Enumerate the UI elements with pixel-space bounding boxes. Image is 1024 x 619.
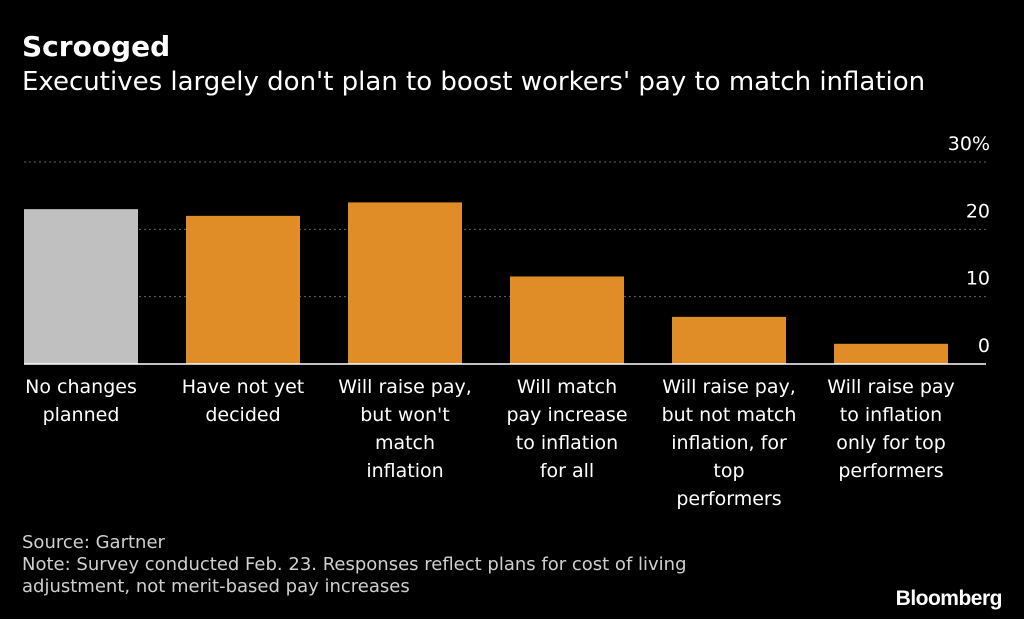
source-note: Source: Gartner — [22, 532, 165, 553]
category-label-4: Will match pay increase to inflation for al… — [506, 376, 627, 482]
survey-note-line-2: adjustment, not merit-based pay increase… — [22, 576, 410, 597]
bar-4 — [510, 276, 624, 364]
category-label-5: Will raise pay, but not match inflation, f… — [662, 376, 797, 510]
y-tick-label-30: 30% — [948, 133, 990, 155]
y-tick-label-10: 10 — [966, 268, 990, 290]
bar-2 — [186, 215, 300, 364]
category-label-2: Have not yet decided — [182, 376, 304, 426]
chart-subtitle: Executives largely don't plan to boost w… — [22, 67, 926, 97]
bar-6 — [834, 343, 948, 364]
y-tick-label-20: 20 — [966, 200, 990, 222]
chart-title: Scrooged — [22, 30, 171, 63]
bar-3 — [348, 202, 462, 364]
category-label-1: No changes planned — [25, 376, 137, 426]
bar-1 — [24, 209, 138, 364]
y-tick-label-0: 0 — [978, 335, 990, 357]
bar-5 — [672, 316, 786, 364]
chart-footer: Source: Gartner Note: Survey conducted F… — [22, 532, 842, 598]
bloomberg-logo: Bloomberg — [895, 587, 1003, 610]
survey-note-line-1: Note: Survey conducted Feb. 23. Response… — [22, 554, 687, 575]
category-label-6: Will raise pay to inflation only for top pe… — [827, 376, 955, 482]
category-label-3: Will raise pay, but won't match inflation — [338, 376, 472, 482]
